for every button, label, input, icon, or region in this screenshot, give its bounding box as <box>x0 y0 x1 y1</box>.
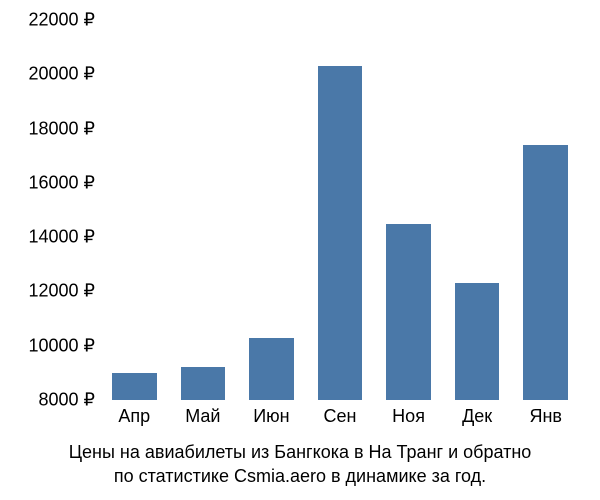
x-tick-label: Сен <box>324 406 357 427</box>
bars-container <box>100 20 580 400</box>
bar <box>181 367 226 400</box>
x-tick-label: Апр <box>118 406 150 427</box>
y-tick-label: 12000 ₽ <box>0 281 95 302</box>
y-tick-label: 14000 ₽ <box>0 227 95 248</box>
x-tick-label: Июн <box>253 406 289 427</box>
x-tick-label: Ноя <box>392 406 425 427</box>
bar <box>455 283 500 400</box>
bar <box>249 338 294 400</box>
y-tick-label: 22000 ₽ <box>0 10 95 31</box>
x-tick-label: Май <box>185 406 220 427</box>
y-tick-label: 10000 ₽ <box>0 335 95 356</box>
caption-line-1: Цены на авиабилеты из Бангкока в На Тран… <box>69 442 532 462</box>
y-tick-label: 8000 ₽ <box>0 390 95 411</box>
caption-line-2: по статистике Csmia.aero в динамике за г… <box>114 466 486 486</box>
y-tick-label: 18000 ₽ <box>0 118 95 139</box>
bar <box>112 373 157 400</box>
chart-caption: Цены на авиабилеты из Бангкока в На Тран… <box>0 440 600 489</box>
price-bar-chart: 8000 ₽ 10000 ₽ 12000 ₽ 14000 ₽ 16000 ₽ 18000 … <box>0 0 600 500</box>
x-tick-label: Янв <box>529 406 562 427</box>
x-axis-labels: Апр Май Июн Сен Ноя Дек Янв <box>100 406 580 430</box>
bar <box>523 145 568 400</box>
bar <box>386 224 431 400</box>
bar <box>318 66 363 400</box>
y-tick-label: 16000 ₽ <box>0 172 95 193</box>
y-tick-label: 20000 ₽ <box>0 64 95 85</box>
x-tick-label: Дек <box>462 406 492 427</box>
